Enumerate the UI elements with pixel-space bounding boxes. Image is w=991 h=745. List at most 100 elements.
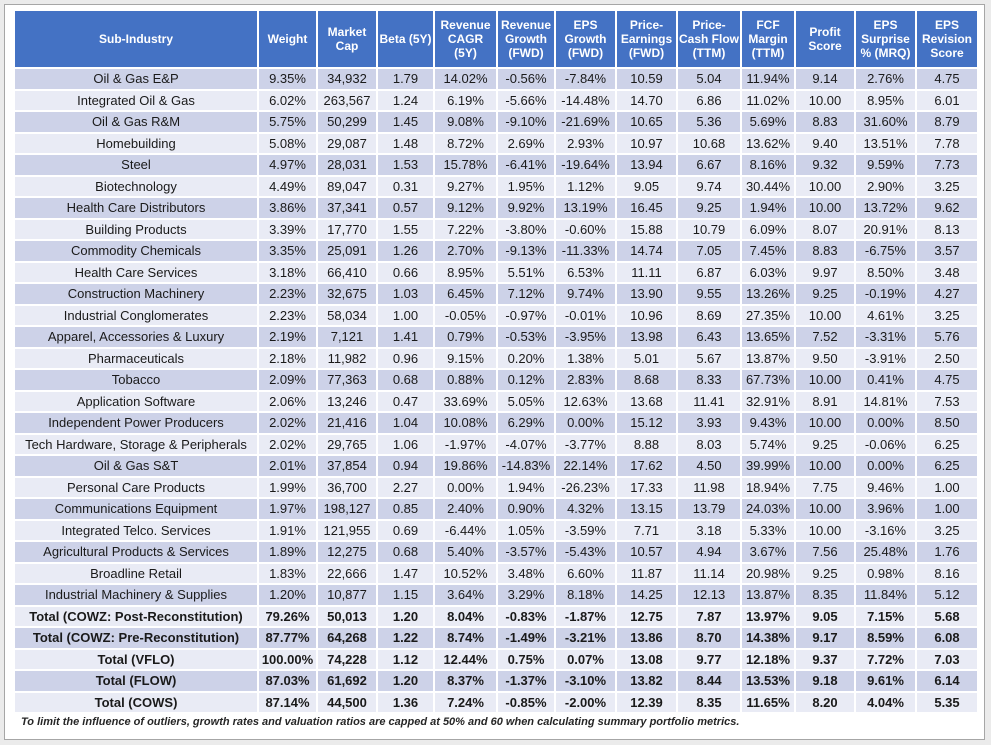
value-cell: 4.97% (259, 155, 318, 177)
column-header: Price-Cash Flow (TTM) (678, 11, 742, 69)
value-cell: 5.36 (678, 112, 742, 134)
value-cell: 0.79% (435, 327, 498, 349)
value-cell: 6.01 (917, 90, 979, 112)
value-cell: -0.83% (498, 606, 556, 628)
value-cell: -0.19% (856, 284, 917, 306)
value-cell: 0.20% (498, 348, 556, 370)
value-cell: 22,666 (318, 563, 378, 585)
value-cell: -0.85% (498, 692, 556, 714)
value-cell: 6.29% (498, 413, 556, 435)
value-cell: 8.70 (678, 628, 742, 650)
value-cell: 10.00 (796, 413, 856, 435)
value-cell: 6.60% (556, 563, 617, 585)
value-cell: 8.88 (617, 434, 678, 456)
value-cell: 1.20 (378, 671, 435, 693)
value-cell: 9.12% (435, 198, 498, 220)
row-label-cell: Total (COWZ: Pre-Reconstitution) (15, 628, 259, 650)
value-cell: 18.94% (742, 477, 796, 499)
value-cell: 1.83% (259, 563, 318, 585)
column-header: Market Cap (318, 11, 378, 69)
value-cell: 37,854 (318, 456, 378, 478)
column-header: Sub-Industry (15, 11, 259, 69)
value-cell: 3.25 (917, 520, 979, 542)
total-row: Total (VFLO) 100.00% 74,228 1.12 12.44% 0.75%… (15, 649, 979, 671)
value-cell: 10.79 (678, 219, 742, 241)
value-cell: 6.45% (435, 284, 498, 306)
column-header: Weight (259, 11, 318, 69)
value-cell: 4.32% (556, 499, 617, 521)
value-cell: 7.72% (856, 649, 917, 671)
value-cell: 1.15 (378, 585, 435, 607)
value-cell: 13.68 (617, 391, 678, 413)
sub-industry-metrics-table: Sub-Industry Weight Market Cap Beta (5Y) Rev… (15, 11, 979, 714)
value-cell: 8.37% (435, 671, 498, 693)
column-header: Beta (5Y) (378, 11, 435, 69)
value-cell: 9.62 (917, 198, 979, 220)
value-cell: -0.97% (498, 305, 556, 327)
value-cell: 2.06% (259, 391, 318, 413)
value-cell: 3.18 (678, 520, 742, 542)
row-label-cell: Steel (15, 155, 259, 177)
value-cell: 1.53 (378, 155, 435, 177)
row-label-cell: Industrial Machinery & Supplies (15, 585, 259, 607)
value-cell: 6.43 (678, 327, 742, 349)
value-cell: 3.64% (435, 585, 498, 607)
table-row: Health Care Distributors 3.86% 37,341 0.57 9… (15, 198, 979, 220)
value-cell: 3.25 (917, 176, 979, 198)
table-row: Broadline Retail 1.83% 22,666 1.47 10.52% 3.4… (15, 563, 979, 585)
value-cell: 1.24 (378, 90, 435, 112)
value-cell: 13.86 (617, 628, 678, 650)
value-cell: 3.35% (259, 241, 318, 263)
value-cell: 8.04% (435, 606, 498, 628)
value-cell: 87.77% (259, 628, 318, 650)
value-cell: 8.91 (796, 391, 856, 413)
value-cell: 3.39% (259, 219, 318, 241)
value-cell: 29,087 (318, 133, 378, 155)
value-cell: -0.06% (856, 434, 917, 456)
value-cell: 2.02% (259, 434, 318, 456)
table-row: Oil & Gas S&T 2.01% 37,854 0.94 19.86% -14.83… (15, 456, 979, 478)
value-cell: -4.07% (498, 434, 556, 456)
table-row: Industrial Conglomerates 2.23% 58,034 1.00-… (15, 305, 979, 327)
value-cell: 9.77 (678, 649, 742, 671)
value-cell: 3.96% (856, 499, 917, 521)
value-cell: 9.59% (856, 155, 917, 177)
value-cell: 14.74 (617, 241, 678, 263)
value-cell: -3.95% (556, 327, 617, 349)
value-cell: 4.49% (259, 176, 318, 198)
value-cell: 10.00 (796, 198, 856, 220)
value-cell: 3.25 (917, 305, 979, 327)
value-cell: 4.04% (856, 692, 917, 714)
value-cell: 9.14 (796, 69, 856, 91)
row-label-cell: Agricultural Products & Services (15, 542, 259, 564)
value-cell: 13.94 (617, 155, 678, 177)
value-cell: 0.94 (378, 456, 435, 478)
value-cell: 10.52% (435, 563, 498, 585)
value-cell: 12.18% (742, 649, 796, 671)
value-cell: -26.23% (556, 477, 617, 499)
value-cell: -0.60% (556, 219, 617, 241)
value-cell: 10.00 (796, 520, 856, 542)
table-row: Apparel, Accessories & Luxury 2.19% 7,121 1… (15, 327, 979, 349)
value-cell: 7.73 (917, 155, 979, 177)
value-cell: 6.19% (435, 90, 498, 112)
table-row: Oil & Gas R&M 5.75% 50,299 1.45 9.08% -9.10% -… (15, 112, 979, 134)
value-cell: -6.75% (856, 241, 917, 263)
value-cell: 198,127 (318, 499, 378, 521)
value-cell: 1.20% (259, 585, 318, 607)
value-cell: 9.05 (617, 176, 678, 198)
value-cell: 2.02% (259, 413, 318, 435)
total-row: Total (COWZ: Pre-Reconstitution) 87.77% 64… (15, 628, 979, 650)
value-cell: 11.84% (856, 585, 917, 607)
value-cell: 6.86 (678, 90, 742, 112)
value-cell: 10.59 (617, 69, 678, 91)
value-cell: 58,034 (318, 305, 378, 327)
value-cell: 7.56 (796, 542, 856, 564)
value-cell: 0.85 (378, 499, 435, 521)
value-cell: 1.00 (917, 477, 979, 499)
value-cell: 6.67 (678, 155, 742, 177)
value-cell: 1.97% (259, 499, 318, 521)
value-cell: 32.91% (742, 391, 796, 413)
value-cell: -19.64% (556, 155, 617, 177)
row-label-cell: Health Care Services (15, 262, 259, 284)
